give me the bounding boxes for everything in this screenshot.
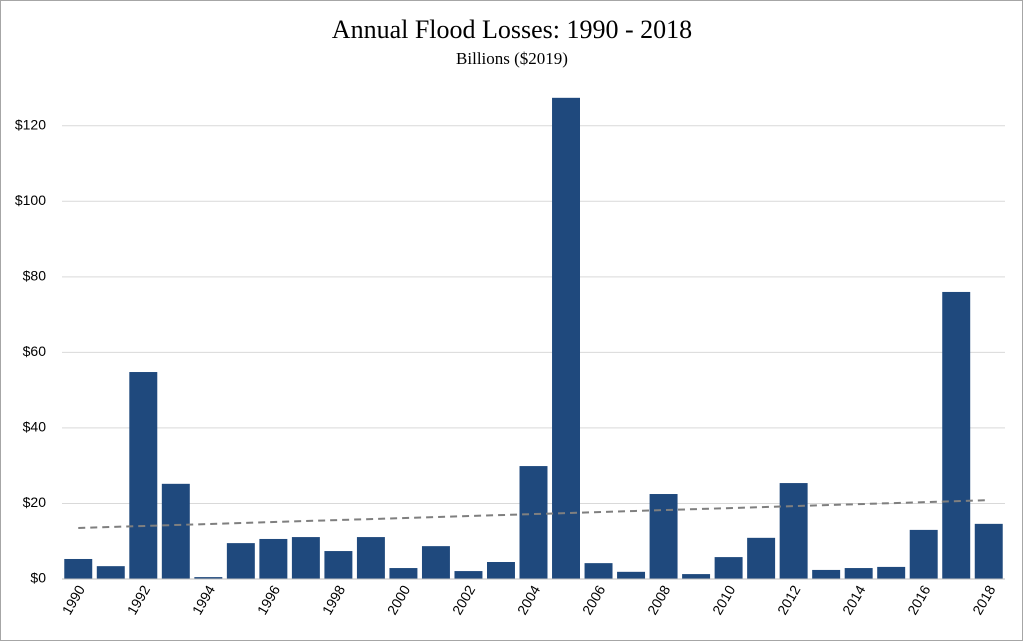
chart-title: Annual Flood Losses: 1990 - 2018: [332, 15, 692, 44]
bar: [259, 538, 288, 579]
bar: [584, 563, 613, 579]
bar: [356, 537, 385, 579]
bar: [617, 571, 646, 579]
bar: [812, 569, 841, 579]
bar: [682, 574, 711, 579]
bar: [291, 537, 320, 579]
bar: [942, 291, 971, 579]
y-tick-label: $100: [15, 192, 46, 208]
bar: [714, 557, 743, 579]
y-tick-label: $120: [15, 116, 46, 132]
bar: [779, 483, 808, 579]
y-tick-label: $0: [30, 570, 46, 586]
bar: [844, 568, 873, 579]
y-tick-label: $40: [23, 419, 47, 435]
bar: [454, 571, 483, 579]
bar: [129, 372, 158, 579]
bar: [552, 97, 580, 579]
bar: [389, 568, 418, 579]
bar: [649, 494, 678, 579]
bar: [974, 523, 1003, 579]
chart-subtitle: Billions ($2019): [456, 49, 568, 68]
bar: [421, 546, 450, 579]
bar: [194, 577, 223, 579]
bar: [747, 537, 776, 579]
y-tick-label: $20: [23, 494, 47, 510]
y-tick-label: $60: [23, 343, 47, 359]
bar: [877, 566, 906, 579]
bar: [226, 543, 255, 579]
bar: [64, 558, 93, 579]
trendline: [78, 499, 989, 529]
y-tick-label: $80: [23, 268, 47, 284]
bar: [519, 466, 548, 579]
bar: [487, 562, 515, 579]
bar: [909, 529, 938, 579]
bar: [324, 551, 353, 579]
bar: [161, 483, 190, 579]
bar: [96, 566, 125, 579]
